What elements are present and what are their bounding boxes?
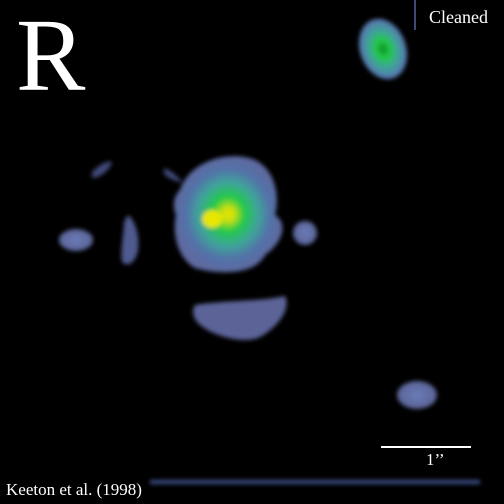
scale-bar [381,446,471,448]
lensed-arc [193,296,287,340]
star-upper-right [358,18,408,80]
knot-right [293,221,317,245]
band-label: R [16,0,86,113]
cleaned-label: Cleaned [429,7,488,27]
scale-label: 1’’ [426,450,445,469]
faint-streak-upper [92,161,112,178]
knot-lower-right [397,381,437,409]
bottom-edge-strip [150,480,480,484]
knot-left [59,229,93,251]
central-source [173,156,283,273]
central-peak [202,210,222,228]
faint-streak-central [164,168,182,182]
credit-label: Keeton et al. (1998) [6,480,142,499]
knot-left-arc [121,215,139,265]
